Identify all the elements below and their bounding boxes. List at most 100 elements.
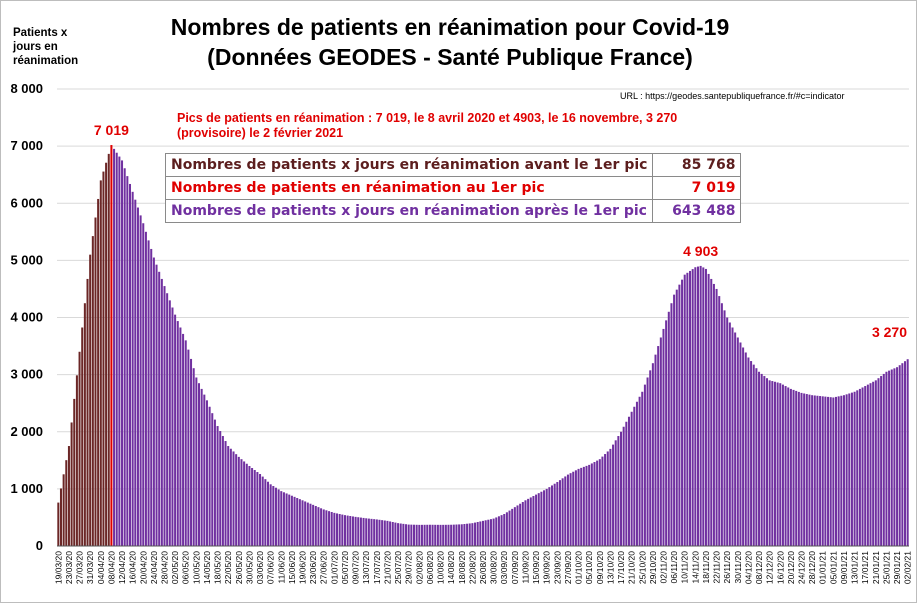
bar [787, 387, 790, 546]
bar [827, 396, 830, 546]
bar [213, 419, 216, 546]
bar [320, 508, 323, 546]
bar [245, 463, 248, 546]
bar [251, 468, 254, 546]
bar [293, 496, 296, 546]
bar [479, 521, 482, 546]
bar [837, 396, 840, 546]
x-tick-label: 30/05/20 [244, 551, 254, 584]
bar [643, 384, 646, 546]
stats-row-before-peak: Nombres de patients x jours en réanimati… [164, 153, 742, 177]
bar [890, 369, 893, 546]
x-tick-label: 13/07/20 [361, 551, 371, 584]
bar [134, 199, 137, 546]
bar [497, 516, 500, 546]
bar [128, 183, 131, 546]
stats-label: Nombres de patients x jours en réanimati… [164, 153, 654, 177]
bar [399, 523, 402, 546]
bar [819, 396, 822, 546]
x-tick-label: 06/05/20 [181, 551, 191, 584]
bar [73, 398, 76, 546]
x-tick-label: 18/05/20 [213, 551, 223, 584]
bar [118, 156, 121, 546]
x-tick-label: 14/08/20 [446, 551, 456, 584]
x-tick-label: 19/06/20 [298, 551, 308, 584]
bar [269, 484, 272, 546]
y-tick-label: 6 000 [10, 195, 43, 210]
bar [673, 294, 676, 546]
bar [296, 498, 299, 546]
bar [904, 361, 907, 546]
bar [415, 524, 418, 546]
bar [333, 512, 336, 546]
bar [670, 303, 673, 546]
bar [866, 384, 869, 546]
x-tick-label: 22/08/20 [467, 551, 477, 584]
bar [195, 377, 198, 546]
bar [694, 267, 697, 546]
bar [397, 523, 400, 546]
bar [614, 440, 617, 546]
bar [702, 267, 705, 546]
bar [776, 382, 779, 546]
bar [524, 500, 527, 546]
bar [654, 354, 657, 546]
bar [144, 231, 147, 546]
bar [211, 413, 214, 546]
x-tick-label: 10/11/20 [680, 551, 690, 584]
bar [800, 392, 803, 546]
bar [434, 524, 437, 546]
bar [274, 487, 277, 546]
bar [691, 269, 694, 546]
x-tick-label: 07/06/20 [266, 551, 276, 584]
y-tick-label: 5 000 [10, 252, 43, 267]
bar [229, 448, 232, 546]
bar [662, 328, 665, 546]
x-tick-label: 27/03/20 [75, 551, 85, 584]
bar [521, 502, 524, 546]
y-tick-label: 3 000 [10, 367, 43, 382]
bar [795, 390, 798, 546]
bar [97, 198, 100, 546]
x-tick-label: 29/01/21 [892, 551, 902, 584]
x-tick-label: 26/08/20 [478, 551, 488, 584]
x-tick-label: 20/04/20 [138, 551, 148, 584]
bar [606, 451, 609, 546]
bar [503, 514, 506, 546]
bar [362, 517, 365, 546]
bar [426, 524, 429, 546]
bar [86, 278, 89, 546]
bar [888, 370, 891, 546]
x-tick-label: 04/04/20 [96, 551, 106, 584]
bar [357, 517, 360, 546]
bar [187, 349, 190, 546]
x-tick-label: 02/11/20 [658, 551, 668, 584]
x-tick-label: 06/11/20 [669, 551, 679, 584]
bar [463, 524, 466, 546]
bar [381, 520, 384, 546]
bar [184, 340, 187, 546]
bar [160, 278, 163, 546]
bar [877, 378, 880, 546]
peaks-annotation: Pics de patients en réanimation : 7 019,… [177, 111, 678, 140]
bar [508, 510, 511, 546]
bar [768, 380, 771, 546]
bar [439, 524, 442, 546]
bar [880, 376, 883, 546]
bar [747, 357, 750, 546]
peak-label: 4 903 [683, 243, 718, 259]
x-tick-label: 21/01/21 [871, 551, 881, 584]
bar [216, 426, 219, 546]
bar [792, 389, 795, 546]
bar [405, 524, 408, 546]
bar [574, 470, 577, 546]
x-tick-label: 01/01/21 [818, 551, 828, 584]
chart-title: Nombres de patients en réanimation pour … [170, 14, 730, 40]
bar [625, 421, 628, 546]
x-tick-label: 26/05/20 [234, 551, 244, 584]
bar [282, 492, 285, 546]
stats-row-after-peak: Nombres de patients x jours en réanimati… [164, 199, 742, 223]
peak-label: 3 270 [872, 324, 907, 340]
bar [758, 371, 761, 546]
bar [367, 518, 370, 546]
